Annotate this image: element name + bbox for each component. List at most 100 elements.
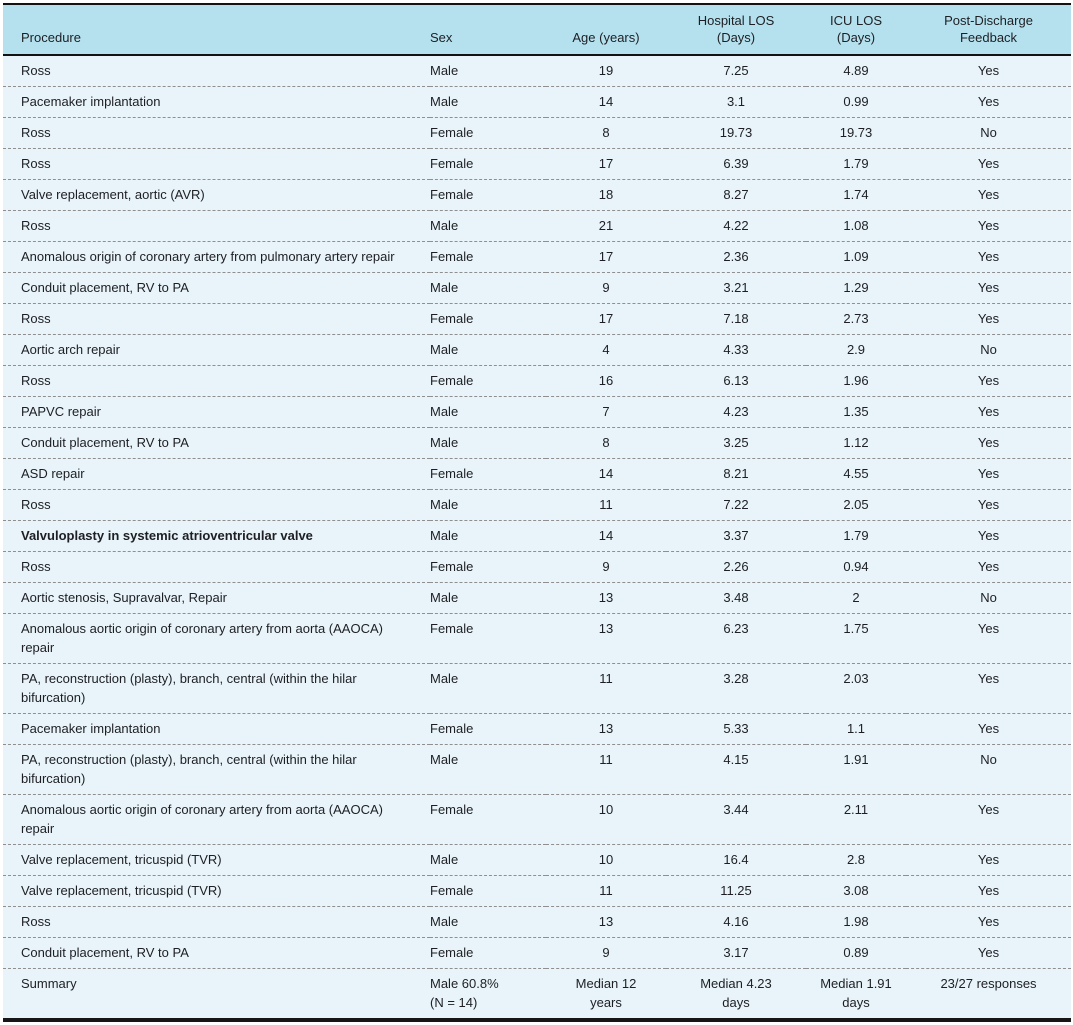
procedures-outcomes-table: Procedure Sex Age (years) Hospital LOS (…: [3, 3, 1071, 1022]
sex-cell: Female: [430, 117, 546, 149]
hospital-los-cell: 7.18: [666, 303, 806, 335]
age-cell: 11: [546, 489, 666, 521]
procedure-cell: Valve replacement, tricuspid (TVR): [3, 875, 430, 907]
table-row: Ross Female 17 6.39 1.79 Yes: [3, 148, 1071, 180]
summary-icu-los: Median 1.91 days: [806, 968, 906, 1020]
icu-los-cell: 1.75: [806, 613, 906, 664]
feedback-cell: No: [906, 744, 1071, 795]
feedback-cell: Yes: [906, 663, 1071, 714]
feedback-cell: No: [906, 117, 1071, 149]
age-cell: 11: [546, 663, 666, 714]
age-cell: 8: [546, 427, 666, 459]
sex-cell: Male: [430, 520, 546, 552]
procedure-cell: Conduit placement, RV to PA: [3, 427, 430, 459]
procedure-cell: ASD repair: [3, 458, 430, 490]
summary-feedback: 23/27 responses: [906, 968, 1071, 1020]
feedback-cell: Yes: [906, 427, 1071, 459]
procedure-cell: Pacemaker implantation: [3, 86, 430, 118]
procedure-cell: Pacemaker implantation: [3, 713, 430, 745]
icu-los-cell: 1.79: [806, 520, 906, 552]
feedback-cell: Yes: [906, 489, 1071, 521]
table-row: PA, reconstruction (plasty), branch, cen…: [3, 663, 1071, 714]
sex-cell: Male: [430, 396, 546, 428]
table-row: Valvuloplasty in systemic atrioventricul…: [3, 520, 1071, 552]
feedback-cell: Yes: [906, 713, 1071, 745]
age-cell: 17: [546, 241, 666, 273]
procedure-cell: Anomalous origin of coronary artery from…: [3, 241, 430, 273]
icu-los-cell: 1.79: [806, 148, 906, 180]
icu-los-cell: 1.74: [806, 179, 906, 211]
hospital-los-cell: 4.15: [666, 744, 806, 795]
icu-los-cell: 1.98: [806, 906, 906, 938]
age-cell: 11: [546, 744, 666, 795]
table-row: PAPVC repair Male 7 4.23 1.35 Yes: [3, 396, 1071, 428]
procedure-cell: Ross: [3, 55, 430, 87]
procedure-cell: PA, reconstruction (plasty), branch, cen…: [3, 744, 430, 795]
feedback-cell: Yes: [906, 937, 1071, 969]
icu-los-cell: 1.35: [806, 396, 906, 428]
feedback-cell: Yes: [906, 906, 1071, 938]
sex-cell: Male: [430, 334, 546, 366]
icu-los-cell: 4.55: [806, 458, 906, 490]
sex-cell: Male: [430, 663, 546, 714]
age-cell: 14: [546, 458, 666, 490]
hospital-los-cell: 8.21: [666, 458, 806, 490]
feedback-cell: Yes: [906, 875, 1071, 907]
age-cell: 19: [546, 55, 666, 87]
procedure-cell: Ross: [3, 148, 430, 180]
icu-los-cell: 2: [806, 582, 906, 614]
sex-cell: Female: [430, 551, 546, 583]
icu-los-cell: 1.08: [806, 210, 906, 242]
hospital-los-cell: 4.33: [666, 334, 806, 366]
col-header-icu-los: ICU LOS (Days): [806, 4, 906, 56]
summary-row: Summary Male 60.8% (N = 14) Median 12 ye…: [3, 968, 1071, 1020]
sex-cell: Male: [430, 582, 546, 614]
hospital-los-cell: 5.33: [666, 713, 806, 745]
sex-cell: Male: [430, 844, 546, 876]
table-row: Anomalous origin of coronary artery from…: [3, 241, 1071, 273]
table-body: Ross Male 19 7.25 4.89 Yes Pacemaker implantat…: [3, 55, 1071, 969]
table-row: Conduit placement, RV to PA Female 9 3.17 0.…: [3, 937, 1071, 969]
table-row: Ross Female 17 7.18 2.73 Yes: [3, 303, 1071, 335]
col-header-feedback: Post-Discharge Feedback: [906, 4, 1071, 56]
feedback-cell: Yes: [906, 241, 1071, 273]
sex-cell: Female: [430, 179, 546, 211]
icu-los-cell: 3.08: [806, 875, 906, 907]
procedure-cell: Anomalous aortic origin of coronary arte…: [3, 794, 430, 845]
age-cell: 9: [546, 937, 666, 969]
icu-los-cell: 4.89: [806, 55, 906, 87]
hospital-los-cell: 3.25: [666, 427, 806, 459]
feedback-cell: Yes: [906, 303, 1071, 335]
age-cell: 9: [546, 272, 666, 304]
icu-los-cell: 2.05: [806, 489, 906, 521]
table-row: Ross Male 21 4.22 1.08 Yes: [3, 210, 1071, 242]
col-header-hospital-los: Hospital LOS (Days): [666, 4, 806, 56]
table-row: Aortic arch repair Male 4 4.33 2.9 No: [3, 334, 1071, 366]
age-cell: 4: [546, 334, 666, 366]
icu-los-cell: 1.12: [806, 427, 906, 459]
icu-los-cell: 2.73: [806, 303, 906, 335]
sex-cell: Male: [430, 55, 546, 87]
icu-los-cell: 19.73: [806, 117, 906, 149]
sex-cell: Female: [430, 303, 546, 335]
age-cell: 17: [546, 303, 666, 335]
procedure-cell: Conduit placement, RV to PA: [3, 272, 430, 304]
table-row: Ross Male 13 4.16 1.98 Yes: [3, 906, 1071, 938]
hospital-los-cell: 2.26: [666, 551, 806, 583]
hospital-los-cell: 4.23: [666, 396, 806, 428]
age-cell: 7: [546, 396, 666, 428]
feedback-cell: Yes: [906, 148, 1071, 180]
feedback-cell: No: [906, 582, 1071, 614]
sex-cell: Female: [430, 713, 546, 745]
age-cell: 9: [546, 551, 666, 583]
table-row: Ross Male 11 7.22 2.05 Yes: [3, 489, 1071, 521]
sex-cell: Female: [430, 365, 546, 397]
age-cell: 21: [546, 210, 666, 242]
procedure-cell: Ross: [3, 551, 430, 583]
age-cell: 10: [546, 844, 666, 876]
icu-los-cell: 2.03: [806, 663, 906, 714]
hospital-los-cell: 6.13: [666, 365, 806, 397]
table-row: ASD repair Female 14 8.21 4.55 Yes: [3, 458, 1071, 490]
feedback-cell: Yes: [906, 613, 1071, 664]
procedure-cell: Valve replacement, aortic (AVR): [3, 179, 430, 211]
